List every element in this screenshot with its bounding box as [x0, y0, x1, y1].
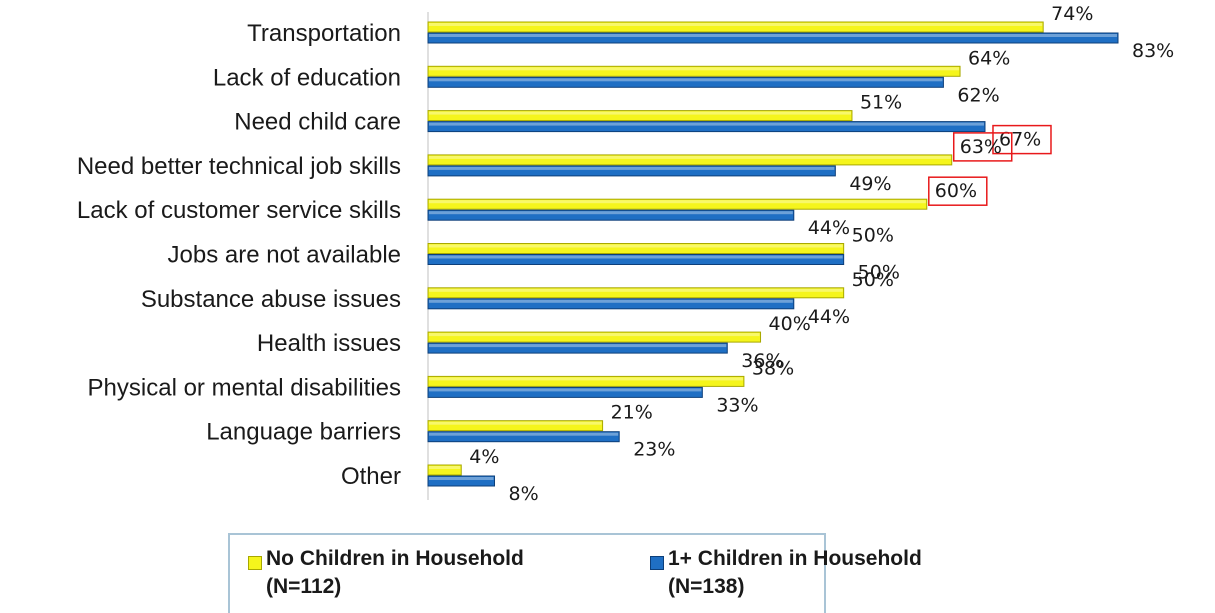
- bar-shine-no-children-health-issues: [429, 333, 760, 337]
- value-label-no-children-transportation: 74%: [1051, 3, 1093, 25]
- bar-no-children-language-barriers: [427, 420, 604, 432]
- bar-no-children-transportation: [427, 21, 1044, 33]
- bar-children-jobs-are-not-available: [427, 254, 845, 265]
- bar-shine-no-children-other: [429, 466, 461, 469]
- bar-children-transportation: [427, 32, 1119, 44]
- value-label-no-children-other: 4%: [469, 446, 499, 468]
- value-label-no-children-need-child-care: 51%: [860, 92, 902, 114]
- bar-shine-no-children-need-better-technical-job-skills: [429, 155, 951, 159]
- bar-shine-no-children-substance-abuse-issues: [429, 288, 843, 292]
- value-label-no-children-health-issues: 40%: [769, 313, 811, 335]
- value-label-children-need-better-technical-job-skills: 49%: [849, 173, 891, 195]
- bar-shine-children-jobs-are-not-available: [429, 255, 843, 259]
- bar-children-physical-or-mental-disabilities: [427, 386, 703, 398]
- bar-shine-no-children-need-child-care: [429, 111, 851, 115]
- bar-children-need-better-technical-job-skills: [427, 165, 836, 177]
- bar-children-substance-abuse-issues: [427, 298, 795, 310]
- value-label-children-language-barriers: 23%: [633, 439, 675, 461]
- category-label-jobs-are-not-available: Jobs are not available: [168, 242, 401, 269]
- value-label-no-children-physical-or-mental-disabilities: 38%: [752, 357, 794, 379]
- value-label-no-children-jobs-are-not-available: 50%: [852, 225, 894, 247]
- category-label-transportation: Transportation: [247, 20, 401, 47]
- value-label-no-children-substance-abuse-issues: 50%: [852, 269, 894, 291]
- bar-shine-children-transportation: [429, 34, 1117, 37]
- value-label-no-children-language-barriers: 21%: [611, 402, 653, 424]
- category-label-lack-of-education: Lack of education: [213, 64, 401, 91]
- bar-children-language-barriers: [427, 431, 620, 443]
- legend-label-children: 1+ Children in Household (N=138): [668, 547, 922, 598]
- value-label-children-transportation: 83%: [1132, 40, 1174, 62]
- bar-no-children-need-better-technical-job-skills: [427, 154, 953, 166]
- bar-shine-children-substance-abuse-issues: [429, 299, 793, 303]
- bar-shine-no-children-language-barriers: [429, 421, 602, 425]
- bar-shine-children-health-issues: [429, 344, 727, 348]
- bar-shine-children-need-child-care: [429, 122, 984, 126]
- bar-children-health-issues: [427, 342, 728, 354]
- value-label-children-jobs-are-not-available: 50%: [858, 262, 900, 284]
- value-label-children-lack-of-customer-service-skills: 44%: [808, 217, 850, 239]
- category-label-other: Other: [341, 463, 401, 490]
- bar-no-children-substance-abuse-issues: [427, 287, 845, 299]
- bar-no-children-jobs-are-not-available: [427, 243, 845, 254]
- category-label-lack-of-customer-service-skills: Lack of customer service skills: [77, 197, 401, 224]
- value-label-children-health-issues: 36%: [741, 350, 783, 372]
- category-label-substance-abuse-issues: Substance abuse issues: [141, 286, 401, 313]
- bar-shine-no-children-transportation: [429, 23, 1043, 26]
- bar-shine-children-need-better-technical-job-skills: [429, 166, 835, 170]
- legend: No Children in Household (N=112) 1+ Chil…: [228, 533, 922, 613]
- value-label-no-children-lack-of-customer-service-skills: 60%: [935, 180, 977, 202]
- bar-no-children-physical-or-mental-disabilities: [427, 375, 745, 387]
- category-label-need-better-technical-job-skills: Need better technical job skills: [77, 153, 401, 180]
- bar-shine-children-lack-of-education: [429, 78, 943, 82]
- value-label-children-lack-of-education: 62%: [957, 84, 999, 106]
- highlight-box-need-child-care: [992, 124, 1052, 155]
- bar-shine-children-language-barriers: [429, 432, 619, 436]
- category-label-language-barriers: Language barriers: [206, 419, 401, 446]
- highlight-box-lack-of-customer-service-skills: [928, 176, 988, 206]
- bar-shine-children-other: [429, 477, 494, 480]
- value-label-children-other: 8%: [509, 483, 539, 505]
- bar-children-other: [427, 475, 496, 487]
- category-label-need-child-care: Need child care: [234, 109, 401, 136]
- bar-no-children-lack-of-education: [427, 65, 961, 77]
- value-label-children-physical-or-mental-disabilities: 33%: [716, 394, 758, 416]
- bar-children-need-child-care: [427, 121, 986, 133]
- value-label-children-substance-abuse-issues: 44%: [808, 306, 850, 328]
- bar-shine-children-lack-of-customer-service-skills: [429, 211, 793, 215]
- legend-label-no-children: No Children in Household (N=112): [266, 547, 524, 598]
- bar-no-children-health-issues: [427, 331, 762, 343]
- bar-no-children-lack-of-customer-service-skills: [427, 198, 928, 210]
- bar-shine-no-children-jobs-are-not-available: [429, 244, 843, 248]
- bar-no-children-need-child-care: [427, 110, 853, 122]
- legend-swatch-blue-icon: [650, 556, 664, 570]
- bar-shine-no-children-physical-or-mental-disabilities: [429, 377, 743, 381]
- value-label-no-children-lack-of-education: 64%: [968, 47, 1010, 69]
- category-label-health-issues: Health issues: [257, 330, 401, 357]
- bar-shine-children-physical-or-mental-disabilities: [429, 388, 702, 392]
- bar-shine-no-children-lack-of-customer-service-skills: [429, 200, 926, 204]
- highlight-box-need-better-technical-job-skills: [952, 132, 1013, 162]
- legend-swatch-yellow-icon: [248, 556, 262, 570]
- category-label-physical-or-mental-disabilities: Physical or mental disabilities: [88, 374, 401, 401]
- bar-children-lack-of-education: [427, 76, 944, 88]
- bar-shine-no-children-lack-of-education: [429, 67, 960, 71]
- value-label-no-children-need-better-technical-job-skills: 63%: [960, 136, 1002, 158]
- value-label-children-need-child-care: 67%: [999, 129, 1041, 151]
- bar-children-lack-of-customer-service-skills: [427, 209, 795, 221]
- bar-no-children-other: [427, 464, 462, 476]
